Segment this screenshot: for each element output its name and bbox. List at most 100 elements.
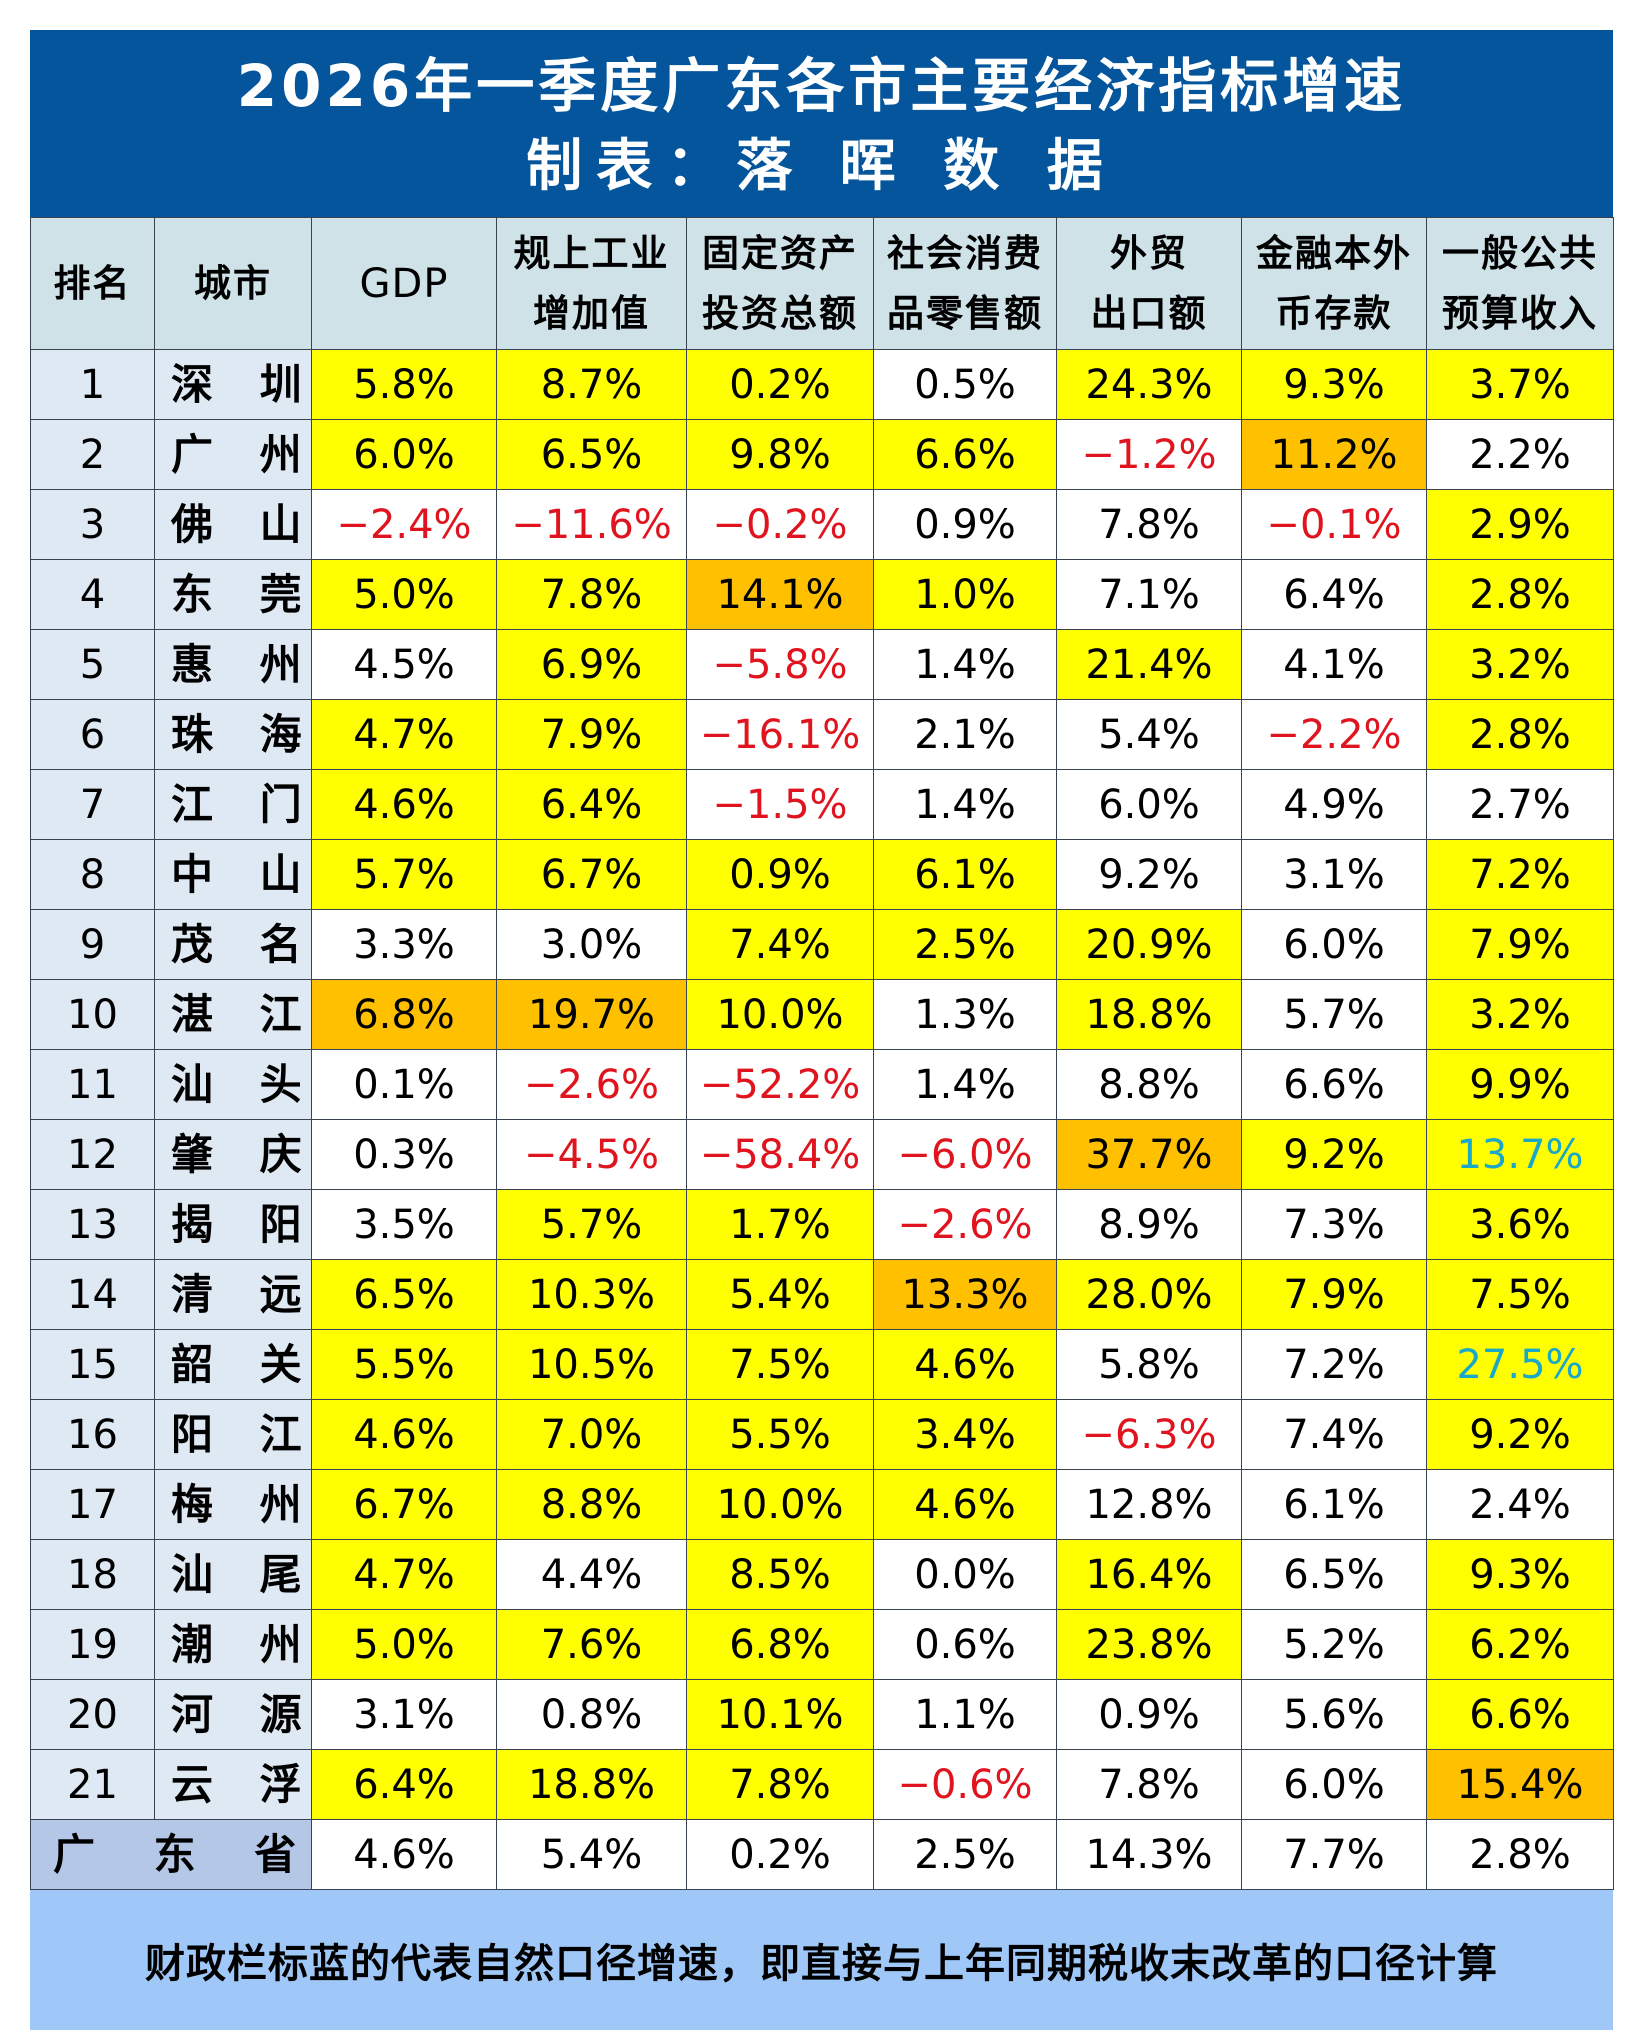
rank-cell: 18 bbox=[30, 1539, 155, 1610]
column-header-rank: 排名 bbox=[30, 217, 155, 350]
gdp-cell: 5.8% bbox=[311, 349, 497, 420]
fixed-investment-cell: 0.9% bbox=[686, 839, 874, 910]
retail-cell: −0.6% bbox=[873, 1749, 1057, 1820]
city-cell: 韶 关 bbox=[154, 1329, 312, 1400]
footnote-text: 财政栏标蓝的代表自然口径增速，即直接与上年同期税收末改革的口径计算 bbox=[145, 1940, 1498, 1987]
retail-cell: 13.3% bbox=[873, 1259, 1057, 1330]
fixed-investment-cell: 7.8% bbox=[686, 1749, 874, 1820]
exports-cell: 37.7% bbox=[1056, 1119, 1242, 1190]
industry-cell: 8.7% bbox=[496, 349, 687, 420]
fixed-investment-cell: 10.1% bbox=[686, 1679, 874, 1750]
table-row: 15 韶 关 5.5% 10.5% 7.5% 4.6% 5.8% 7.2% 27.5% bbox=[30, 1329, 1614, 1400]
industry-cell: 5.7% bbox=[496, 1189, 687, 1260]
budget-revenue-cell: 7.9% bbox=[1426, 909, 1614, 980]
city-cell: 潮 州 bbox=[154, 1609, 312, 1680]
budget-revenue-cell: 6.6% bbox=[1426, 1679, 1614, 1750]
footnote: 财政栏标蓝的代表自然口径增速，即直接与上年同期税收末改革的口径计算 bbox=[30, 1890, 1613, 2030]
exports-cell: 5.4% bbox=[1056, 699, 1242, 770]
deposits-cell: −2.2% bbox=[1241, 699, 1427, 770]
budget-revenue-cell: 27.5% bbox=[1426, 1329, 1614, 1400]
retail-cell: 1.4% bbox=[873, 769, 1057, 840]
fixed-investment-cell: 7.4% bbox=[686, 909, 874, 980]
city-cell: 惠 州 bbox=[154, 629, 312, 700]
city-cell: 茂 名 bbox=[154, 909, 312, 980]
industry-cell: 10.3% bbox=[496, 1259, 687, 1330]
rank-cell: 13 bbox=[30, 1189, 155, 1260]
column-header-deposits: 金融本外 币存款 bbox=[1241, 217, 1427, 350]
budget-revenue-cell: 2.4% bbox=[1426, 1469, 1614, 1540]
province-retail-cell: 2.5% bbox=[873, 1819, 1057, 1890]
table-row: 14 清 远 6.5% 10.3% 5.4% 13.3% 28.0% 7.9% 7.5% bbox=[30, 1259, 1614, 1330]
industry-cell: 6.9% bbox=[496, 629, 687, 700]
city-cell: 肇 庆 bbox=[154, 1119, 312, 1190]
retail-cell: 6.6% bbox=[873, 419, 1057, 490]
exports-cell: 0.9% bbox=[1056, 1679, 1242, 1750]
gdp-cell: 4.7% bbox=[311, 1539, 497, 1610]
gdp-cell: 3.1% bbox=[311, 1679, 497, 1750]
fixed-investment-cell: 8.5% bbox=[686, 1539, 874, 1610]
exports-cell: 18.8% bbox=[1056, 979, 1242, 1050]
exports-cell: 12.8% bbox=[1056, 1469, 1242, 1540]
rank-cell: 20 bbox=[30, 1679, 155, 1750]
rank-cell: 1 bbox=[30, 349, 155, 420]
exports-cell: 6.0% bbox=[1056, 769, 1242, 840]
exports-cell: 5.8% bbox=[1056, 1329, 1242, 1400]
gdp-cell: 5.0% bbox=[311, 1609, 497, 1680]
deposits-cell: 6.6% bbox=[1241, 1049, 1427, 1120]
rank-cell: 4 bbox=[30, 559, 155, 630]
gdp-cell: 4.6% bbox=[311, 1399, 497, 1470]
deposits-cell: −0.1% bbox=[1241, 489, 1427, 560]
rank-cell: 10 bbox=[30, 979, 155, 1050]
budget-revenue-cell: 2.7% bbox=[1426, 769, 1614, 840]
fixed-investment-cell: 0.2% bbox=[686, 349, 874, 420]
gdp-cell: 5.5% bbox=[311, 1329, 497, 1400]
budget-revenue-cell: 3.2% bbox=[1426, 979, 1614, 1050]
city-cell: 佛 山 bbox=[154, 489, 312, 560]
retail-cell: 6.1% bbox=[873, 839, 1057, 910]
rank-cell: 14 bbox=[30, 1259, 155, 1330]
gdp-cell: 6.5% bbox=[311, 1259, 497, 1330]
exports-cell: 20.9% bbox=[1056, 909, 1242, 980]
fixed-investment-cell: −1.5% bbox=[686, 769, 874, 840]
gdp-cell: 6.8% bbox=[311, 979, 497, 1050]
fixed-investment-cell: 7.5% bbox=[686, 1329, 874, 1400]
gdp-cell: 3.3% bbox=[311, 909, 497, 980]
exports-cell: 7.8% bbox=[1056, 489, 1242, 560]
budget-revenue-cell: 9.9% bbox=[1426, 1049, 1614, 1120]
city-cell: 东 莞 bbox=[154, 559, 312, 630]
gdp-cell: −2.4% bbox=[311, 489, 497, 560]
exports-cell: 7.1% bbox=[1056, 559, 1242, 630]
industry-cell: 19.7% bbox=[496, 979, 687, 1050]
rank-cell: 7 bbox=[30, 769, 155, 840]
industry-cell: 7.6% bbox=[496, 1609, 687, 1680]
province-fixed-investment-cell: 0.2% bbox=[686, 1819, 874, 1890]
table-row: 13 揭 阳 3.5% 5.7% 1.7% −2.6% 8.9% 7.3% 3.6% bbox=[30, 1189, 1614, 1260]
growth-table-sheet: 2026年一季度广东各市主要经济指标增速 制表：落 晖 数 据 排名 城市 GD… bbox=[30, 30, 1614, 2030]
deposits-cell: 7.3% bbox=[1241, 1189, 1427, 1260]
city-cell: 河 源 bbox=[154, 1679, 312, 1750]
industry-cell: 6.7% bbox=[496, 839, 687, 910]
city-cell: 汕 头 bbox=[154, 1049, 312, 1120]
exports-cell: −1.2% bbox=[1056, 419, 1242, 490]
industry-cell: 7.9% bbox=[496, 699, 687, 770]
industry-cell: 0.8% bbox=[496, 1679, 687, 1750]
deposits-cell: 6.0% bbox=[1241, 909, 1427, 980]
city-cell: 揭 阳 bbox=[154, 1189, 312, 1260]
retail-cell: 2.5% bbox=[873, 909, 1057, 980]
fixed-investment-cell: −16.1% bbox=[686, 699, 874, 770]
table-row: 20 河 源 3.1% 0.8% 10.1% 1.1% 0.9% 5.6% 6.6% bbox=[30, 1679, 1614, 1750]
fixed-investment-cell: 9.8% bbox=[686, 419, 874, 490]
fixed-investment-cell: −5.8% bbox=[686, 629, 874, 700]
budget-revenue-cell: 2.8% bbox=[1426, 559, 1614, 630]
gdp-cell: 0.1% bbox=[311, 1049, 497, 1120]
city-cell: 梅 州 bbox=[154, 1469, 312, 1540]
province-industry-cell: 5.4% bbox=[496, 1819, 687, 1890]
retail-cell: 1.4% bbox=[873, 1049, 1057, 1120]
exports-cell: 21.4% bbox=[1056, 629, 1242, 700]
deposits-cell: 11.2% bbox=[1241, 419, 1427, 490]
deposits-cell: 6.0% bbox=[1241, 1749, 1427, 1820]
rank-cell: 21 bbox=[30, 1749, 155, 1820]
